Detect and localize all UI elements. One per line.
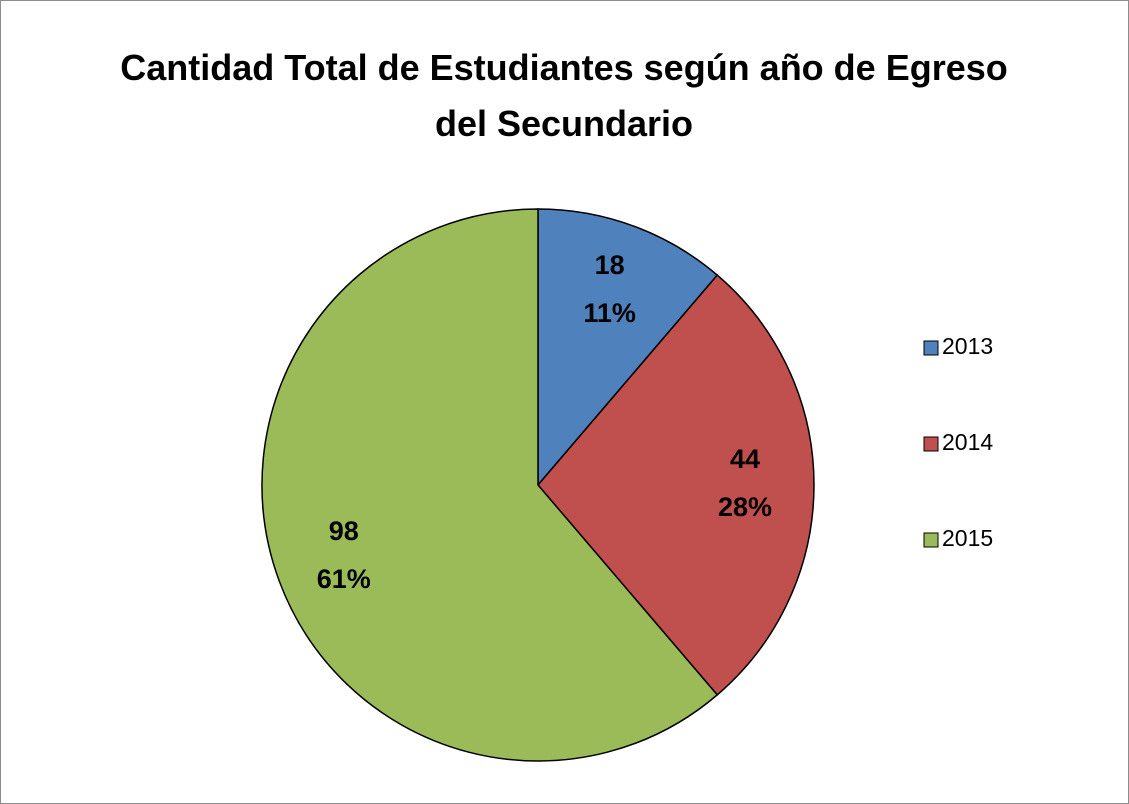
- percent-label: 11%: [583, 298, 636, 328]
- data-label: 18: [595, 250, 625, 280]
- percent-label: 61%: [317, 564, 371, 594]
- legend-label: 2014: [942, 429, 993, 455]
- pie-slice: [537, 208, 719, 488]
- percent-label: 28%: [718, 492, 772, 522]
- data-label: 44: [730, 444, 760, 474]
- legend-swatch: [923, 532, 939, 548]
- pie-slice: [261, 208, 719, 762]
- chart-title: Cantidad Total de Estudiantes según año …: [120, 47, 1008, 144]
- data-label: 98: [329, 516, 359, 546]
- legend-label: 2013: [942, 333, 993, 359]
- legend-swatch: [923, 340, 939, 356]
- legend-swatch: [923, 436, 939, 452]
- pie-slice: [537, 274, 815, 696]
- legend-label: 2015: [942, 525, 993, 551]
